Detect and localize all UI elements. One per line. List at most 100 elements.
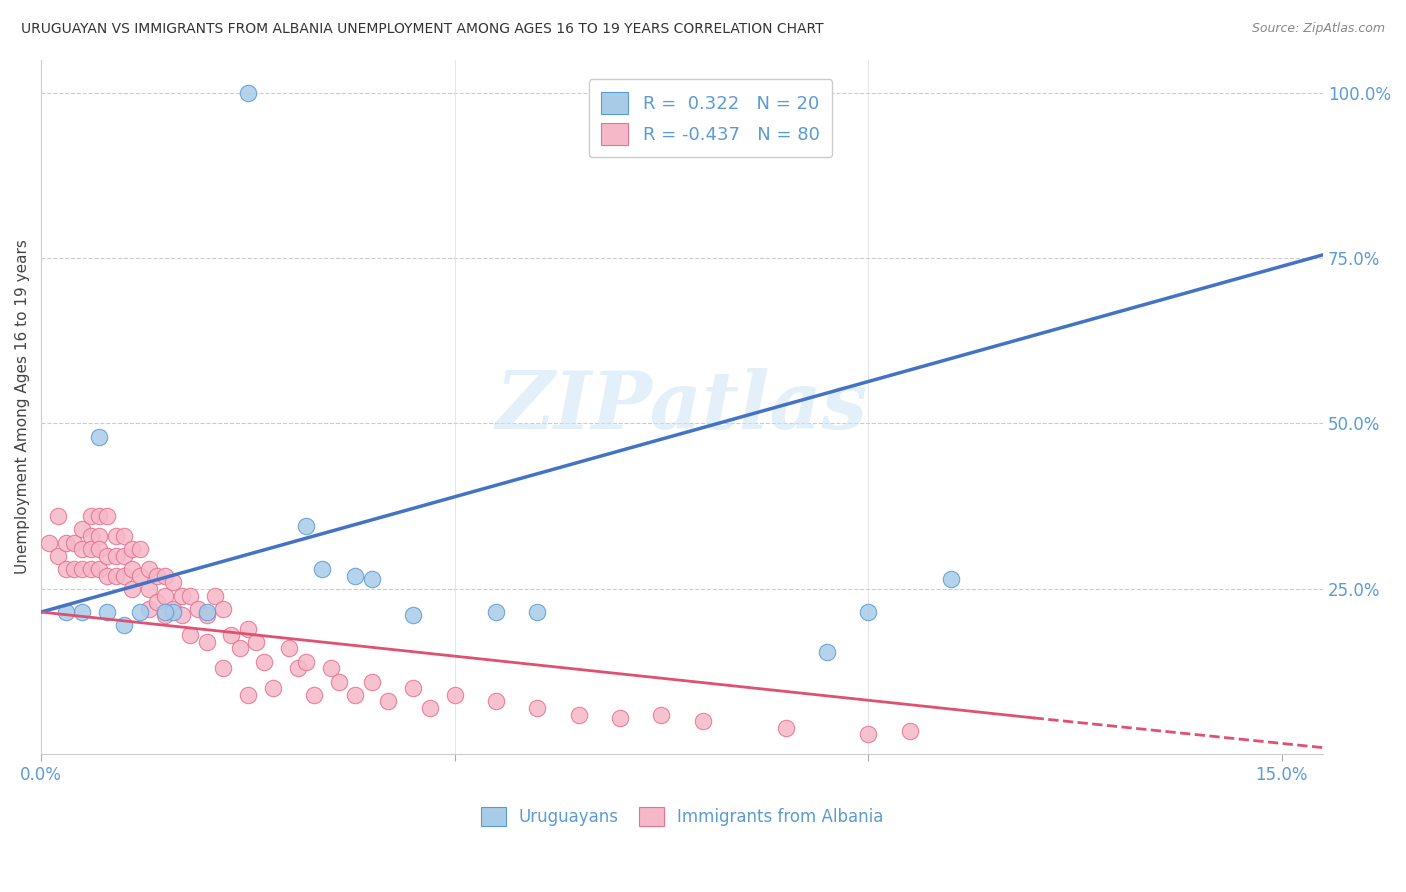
Point — [344, 568, 367, 582]
Point — [302, 688, 325, 702]
Point — [104, 529, 127, 543]
Point — [485, 605, 508, 619]
Point — [121, 562, 143, 576]
Point — [153, 608, 176, 623]
Point — [361, 674, 384, 689]
Text: Source: ZipAtlas.com: Source: ZipAtlas.com — [1251, 22, 1385, 36]
Point — [402, 608, 425, 623]
Point — [179, 589, 201, 603]
Point — [138, 601, 160, 615]
Legend: Uruguayans, Immigrants from Albania: Uruguayans, Immigrants from Albania — [474, 801, 890, 833]
Point — [63, 535, 86, 549]
Point — [72, 522, 94, 536]
Point — [402, 681, 425, 695]
Point — [204, 589, 226, 603]
Point — [55, 562, 77, 576]
Point — [87, 430, 110, 444]
Point — [129, 605, 152, 619]
Point — [129, 568, 152, 582]
Point — [245, 635, 267, 649]
Point — [236, 688, 259, 702]
Point — [419, 701, 441, 715]
Point — [187, 601, 209, 615]
Point — [195, 608, 218, 623]
Point — [96, 509, 118, 524]
Point — [170, 608, 193, 623]
Point — [96, 568, 118, 582]
Point — [485, 694, 508, 708]
Point — [212, 661, 235, 675]
Point — [55, 605, 77, 619]
Point — [287, 661, 309, 675]
Point — [775, 721, 797, 735]
Point — [898, 724, 921, 739]
Point — [80, 542, 103, 557]
Point — [153, 568, 176, 582]
Point — [87, 562, 110, 576]
Point — [526, 701, 548, 715]
Point — [221, 628, 243, 642]
Point — [112, 568, 135, 582]
Point — [815, 645, 838, 659]
Point — [443, 688, 465, 702]
Point — [377, 694, 399, 708]
Point — [138, 582, 160, 596]
Point — [692, 714, 714, 729]
Point — [344, 688, 367, 702]
Point — [162, 605, 184, 619]
Point — [278, 641, 301, 656]
Point — [96, 605, 118, 619]
Point — [121, 542, 143, 557]
Point — [236, 86, 259, 100]
Point — [609, 711, 631, 725]
Point — [112, 529, 135, 543]
Point — [650, 707, 672, 722]
Point — [138, 562, 160, 576]
Point — [939, 572, 962, 586]
Point — [294, 519, 316, 533]
Point — [228, 641, 250, 656]
Point — [63, 562, 86, 576]
Text: ZIPatlas: ZIPatlas — [496, 368, 868, 446]
Point — [858, 727, 880, 741]
Point — [55, 535, 77, 549]
Point — [104, 568, 127, 582]
Point — [80, 509, 103, 524]
Point — [328, 674, 350, 689]
Point — [146, 568, 169, 582]
Point — [129, 542, 152, 557]
Point — [195, 605, 218, 619]
Point — [170, 589, 193, 603]
Point — [858, 605, 880, 619]
Point — [87, 509, 110, 524]
Point — [80, 529, 103, 543]
Point — [568, 707, 591, 722]
Y-axis label: Unemployment Among Ages 16 to 19 years: Unemployment Among Ages 16 to 19 years — [15, 240, 30, 574]
Point — [153, 589, 176, 603]
Point — [236, 622, 259, 636]
Point — [146, 595, 169, 609]
Point — [80, 562, 103, 576]
Point — [162, 601, 184, 615]
Point — [87, 542, 110, 557]
Point — [319, 661, 342, 675]
Point — [112, 549, 135, 563]
Text: URUGUAYAN VS IMMIGRANTS FROM ALBANIA UNEMPLOYMENT AMONG AGES 16 TO 19 YEARS CORR: URUGUAYAN VS IMMIGRANTS FROM ALBANIA UNE… — [21, 22, 824, 37]
Point — [294, 655, 316, 669]
Point — [262, 681, 284, 695]
Point — [121, 582, 143, 596]
Point — [72, 605, 94, 619]
Point — [46, 509, 69, 524]
Point — [162, 575, 184, 590]
Point — [195, 635, 218, 649]
Point — [96, 549, 118, 563]
Point — [153, 605, 176, 619]
Point — [72, 562, 94, 576]
Point — [253, 655, 276, 669]
Point — [104, 549, 127, 563]
Point — [212, 601, 235, 615]
Point — [361, 572, 384, 586]
Point — [87, 529, 110, 543]
Point — [179, 628, 201, 642]
Point — [526, 605, 548, 619]
